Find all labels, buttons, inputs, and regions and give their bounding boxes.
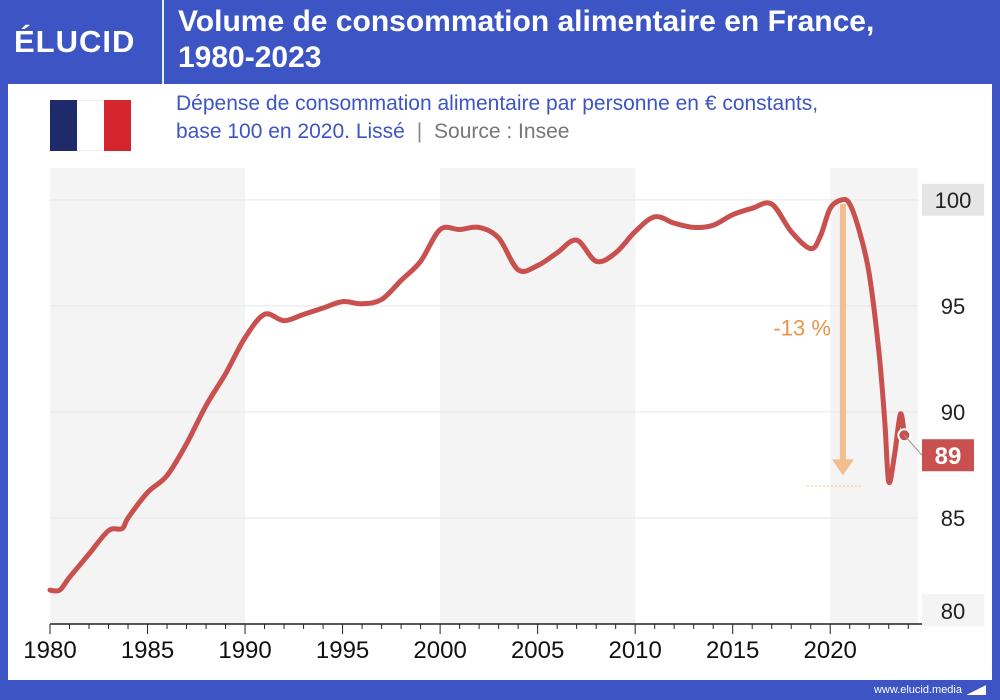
drop-annotation: -13 % <box>773 204 864 487</box>
y-tick-label-100: 100 <box>935 188 972 213</box>
x-axis: 1980 1985 1990 1995 2000 2005 2010 2015 2020 <box>23 623 924 664</box>
chart-title: Volume de consommation alimentaire en Fr… <box>178 4 978 76</box>
footer-url: www.elucid.media <box>873 684 962 696</box>
subtitle-line-1: Dépense de consommation alimentaire par … <box>176 92 819 115</box>
x-tick-label-1990: 1990 <box>218 637 271 664</box>
france-flag-icon <box>50 100 131 151</box>
x-tick-label-2020: 2020 <box>804 637 857 664</box>
end-label-leader <box>903 434 923 456</box>
y-label-box-80 <box>922 594 984 626</box>
elucid-logo: ÉLUCID <box>14 22 154 62</box>
end-label-box <box>922 439 974 472</box>
x-tick-label-2010: 2010 <box>608 637 661 664</box>
x-tick-label-2015: 2015 <box>706 637 759 664</box>
title-line-2: 1980-2023 <box>178 41 322 74</box>
x-tick-label-1980: 1980 <box>23 637 76 664</box>
highlight-bands <box>50 168 918 624</box>
end-label-text: 89 <box>935 443 962 470</box>
source-label: Source : Insee <box>434 120 570 143</box>
chart-panel: Dépense de consommation alimentaire par … <box>8 84 992 680</box>
grid-lines <box>50 199 918 519</box>
drop-annotation-label: -13 % <box>773 316 830 341</box>
drop-arrow-head <box>831 459 854 476</box>
logo-text: ÉLUCID <box>14 24 136 59</box>
title-line-1: Volume de consommation alimentaire en Fr… <box>178 5 875 38</box>
footer: www.elucid.media <box>874 680 986 700</box>
x-tick-label-2005: 2005 <box>511 637 564 664</box>
header-bar: ÉLUCID Volume de consommation alimentair… <box>0 0 1000 84</box>
x-tick-label-1995: 1995 <box>316 637 369 664</box>
header-divider <box>162 0 164 84</box>
y-tick-label-95: 95 <box>941 294 965 319</box>
x-tick-label-1985: 1985 <box>121 637 174 664</box>
x-tick-label-2000: 2000 <box>413 637 466 664</box>
y-tick-label-80: 80 <box>941 599 965 624</box>
elucid-flag-icon <box>966 685 986 696</box>
y-tick-label-90: 90 <box>941 400 965 425</box>
end-labels: 89 <box>903 434 974 472</box>
highlight-band-1 <box>440 168 636 624</box>
y-axis: 80 85 90 95 100 <box>922 183 984 626</box>
series-line-0 <box>47 196 907 594</box>
subtitle-separator: | <box>416 120 423 143</box>
chart-subtitle: Dépense de consommation alimentaire par … <box>176 90 976 146</box>
y-tick-label-85: 85 <box>941 506 965 531</box>
y-label-box-100 <box>922 183 984 216</box>
line-chart: 1980 1985 1990 1995 2000 2005 2010 2015 2020 808… <box>23 168 984 664</box>
highlight-band-0 <box>50 168 246 624</box>
subtitle-line-2: base 100 en 2020. Lissé <box>176 120 405 143</box>
